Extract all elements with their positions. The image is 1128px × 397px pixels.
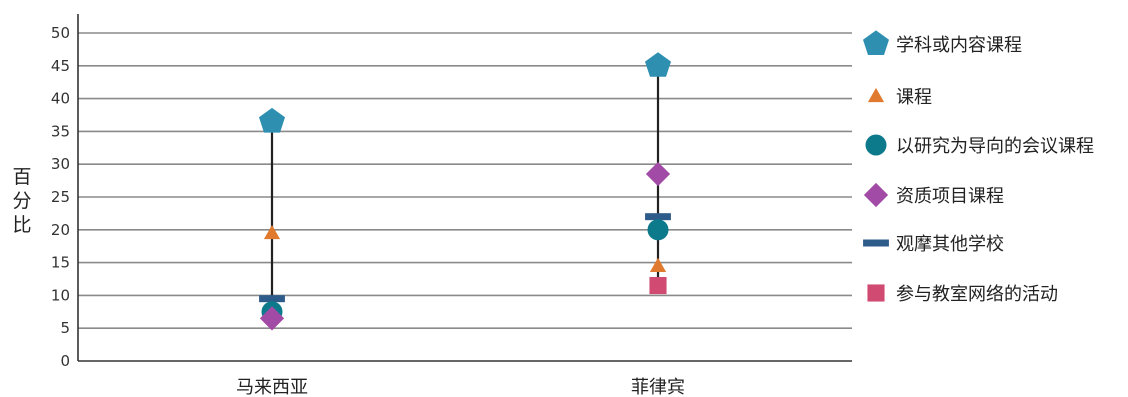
y-tick-label: 20 [51,221,70,239]
y-tick-label: 0 [60,352,70,370]
legend-label: 以研究为导向的会议课程 [896,136,1094,157]
legend-item: 观摩其他学校 [863,234,1004,255]
legend-marker-diamond [863,182,889,208]
legend-item: 课程 [867,87,932,108]
legend-marker-pentagon [863,30,889,55]
y-axis-label: 百分比 [12,166,31,236]
legend-marker-dash [863,239,889,247]
legend-item: 学科或内容课程 [863,30,1022,56]
x-category-labels: 马来西亚 菲律宾 [236,377,685,397]
data-point-diamond [645,161,671,187]
legend-item: 资质项目课程 [863,182,1004,208]
data-point-dash [645,213,671,221]
y-tick-label: 40 [51,90,70,108]
x-category-label: 马来西亚 [236,377,308,397]
legend-label: 参与教室网络的活动 [896,284,1058,305]
data-point-pentagon [645,52,671,77]
legend-marker-square [867,284,885,302]
data-point-dash [259,295,285,303]
legend-item: 以研究为导向的会议课程 [865,134,1094,157]
y-tick-label: 15 [51,254,70,272]
range-lines [270,65,660,319]
y-tick-label: 30 [51,155,70,173]
data-point-pentagon [259,107,285,133]
data-markers [259,52,671,331]
data-point-diamond [259,306,285,331]
axes [77,14,852,362]
legend-marker-triangle [867,87,885,103]
legend-label: 学科或内容课程 [896,35,1022,56]
y-tick-label: 50 [51,24,70,42]
data-point-triangle [263,224,281,240]
legend-label: 观摩其他学校 [896,234,1004,255]
y-tick-label: 10 [51,286,70,304]
data-point-circle [647,219,669,241]
data-point-square [649,277,667,295]
legend-marker-circle [865,134,887,156]
y-tick-label: 25 [51,188,70,206]
y-tick-label: 5 [60,319,70,337]
y-tick-labels: 0 5 10 15 20 25 30 35 40 45 50 [51,24,70,370]
legend-label: 课程 [896,87,932,108]
gridlines [78,32,852,330]
legend-label: 资质项目课程 [896,186,1004,207]
y-tick-label: 35 [51,122,70,140]
legend: 学科或内容课程课程以研究为导向的会议课程资质项目课程观摩其他学校参与教室网络的活… [863,30,1094,305]
x-category-label: 菲律宾 [631,377,685,397]
y-tick-label: 45 [51,57,70,75]
legend-item: 参与教室网络的活动 [867,284,1058,305]
data-point-triangle [649,257,667,272]
